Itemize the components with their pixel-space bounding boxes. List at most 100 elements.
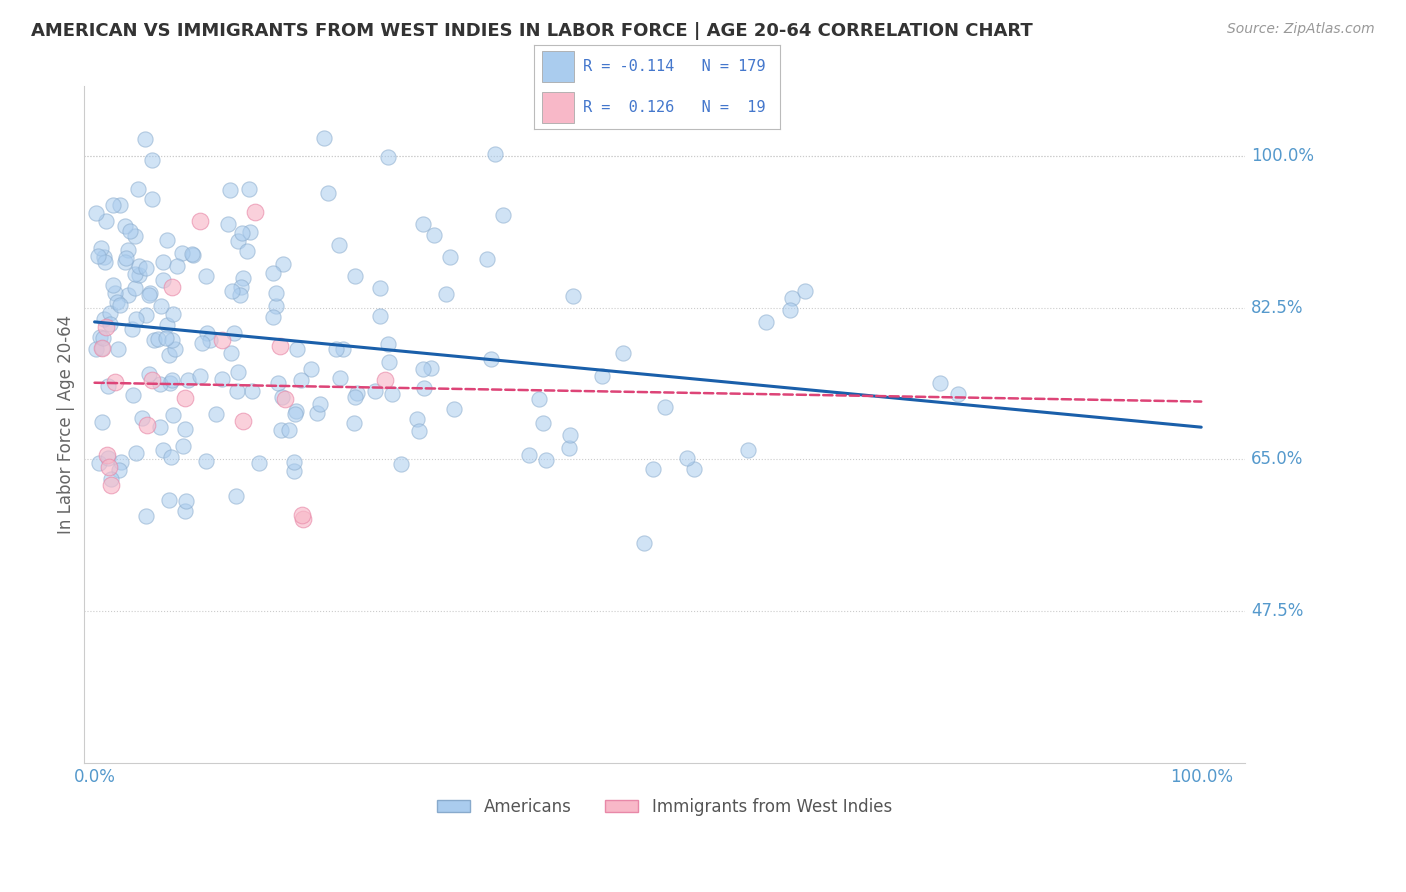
Point	[305, 406, 328, 420]
Point	[188, 369, 211, 384]
Point	[676, 451, 699, 466]
Point	[124, 281, 146, 295]
Point	[181, 248, 204, 262]
Point	[291, 512, 314, 526]
Point	[218, 217, 240, 231]
Point	[107, 342, 129, 356]
Point	[211, 333, 233, 347]
Point	[156, 233, 179, 247]
Point	[423, 227, 446, 242]
Point	[309, 397, 332, 411]
Point	[285, 343, 308, 357]
Y-axis label: In Labor Force | Age 20-64: In Labor Force | Age 20-64	[58, 315, 75, 534]
Point	[96, 449, 118, 463]
Point	[368, 309, 391, 323]
Point	[737, 443, 759, 458]
Text: 47.5%: 47.5%	[1251, 602, 1303, 620]
Point	[381, 387, 404, 401]
Point	[125, 446, 148, 460]
Point	[150, 299, 173, 313]
Point	[152, 442, 174, 457]
Point	[236, 244, 259, 258]
Point	[314, 131, 336, 145]
Point	[135, 308, 157, 322]
Point	[612, 346, 634, 360]
Point	[156, 318, 179, 332]
Point	[290, 373, 312, 387]
Point	[135, 261, 157, 276]
Point	[152, 255, 174, 269]
Point	[149, 377, 172, 392]
Point	[247, 456, 270, 470]
Point	[270, 423, 292, 437]
Point	[229, 288, 252, 302]
Point	[84, 206, 107, 220]
Point	[374, 373, 396, 387]
Point	[84, 343, 107, 357]
Point	[262, 266, 284, 280]
Point	[121, 321, 143, 335]
Text: AMERICAN VS IMMIGRANTS FROM WEST INDIES IN LABOR FORCE | AGE 20-64 CORRELATION C: AMERICAN VS IMMIGRANTS FROM WEST INDIES …	[31, 22, 1032, 40]
Text: 82.5%: 82.5%	[1251, 299, 1303, 317]
Point	[97, 451, 120, 466]
Point	[117, 288, 139, 302]
Point	[163, 342, 186, 356]
Point	[412, 362, 434, 376]
Point	[377, 150, 399, 164]
Point	[643, 461, 665, 475]
Point	[283, 464, 305, 478]
Point	[534, 452, 557, 467]
Point	[211, 371, 233, 385]
Point	[654, 400, 676, 414]
Point	[174, 494, 197, 508]
Point	[98, 317, 121, 331]
Point	[128, 260, 150, 274]
Point	[299, 362, 322, 376]
Text: 100.0%: 100.0%	[1251, 147, 1315, 165]
Point	[121, 387, 143, 401]
Point	[97, 459, 120, 474]
Point	[134, 132, 156, 146]
Point	[97, 378, 120, 392]
Point	[100, 472, 122, 486]
Point	[159, 450, 181, 465]
Point	[124, 229, 146, 244]
Point	[105, 294, 128, 309]
Point	[136, 417, 159, 432]
Point	[160, 373, 183, 387]
Point	[262, 310, 284, 325]
Point	[114, 255, 136, 269]
Point	[243, 204, 266, 219]
Text: R = -0.114   N = 179: R = -0.114 N = 179	[583, 59, 766, 74]
Point	[325, 342, 347, 356]
FancyBboxPatch shape	[541, 92, 574, 122]
Point	[238, 182, 260, 196]
Point	[91, 342, 114, 356]
Point	[561, 289, 583, 303]
Point	[318, 186, 340, 201]
Point	[929, 376, 952, 390]
Point	[285, 403, 308, 417]
Point	[103, 198, 125, 212]
Point	[166, 260, 188, 274]
Text: 65.0%: 65.0%	[1251, 450, 1303, 468]
Point	[226, 384, 249, 399]
Point	[558, 441, 581, 455]
Point	[439, 250, 461, 264]
Point	[231, 226, 253, 240]
Point	[517, 448, 540, 462]
Point	[141, 153, 163, 167]
Point	[205, 407, 228, 421]
Point	[152, 273, 174, 287]
Point	[219, 183, 242, 197]
Point	[420, 360, 443, 375]
Point	[190, 214, 212, 228]
Point	[108, 298, 131, 312]
Point	[87, 456, 110, 470]
Point	[160, 280, 183, 294]
Point	[266, 376, 288, 390]
Point	[239, 225, 262, 239]
Point	[332, 343, 354, 357]
Point	[162, 333, 184, 347]
Point	[141, 192, 163, 206]
